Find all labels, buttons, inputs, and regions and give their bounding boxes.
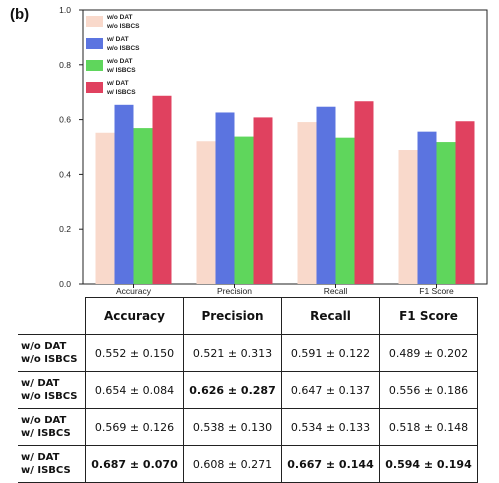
bar [215, 112, 235, 284]
y-tick-label: 0.8 [59, 60, 71, 70]
table-header-f1-score: F1 Score [379, 297, 478, 335]
bar [114, 104, 134, 284]
legend-swatch [86, 82, 103, 93]
table-row-label: w/ DAT w/ ISBCS [18, 445, 86, 483]
table-cell: 0.556 ± 0.186 [379, 371, 478, 409]
bar [455, 121, 475, 284]
y-tick-label: 0.4 [59, 169, 71, 179]
legend-label: w/o ISBCS [106, 45, 140, 52]
table-header-row: Accuracy Precision Recall F1 Score [18, 297, 478, 335]
table-body: w/o DAT w/o ISBCS 0.552 ± 0.150 0.521 ± 0.3… [18, 334, 478, 483]
table-header-recall: Recall [281, 297, 380, 335]
legend-swatch [86, 16, 103, 27]
bar [354, 101, 374, 284]
y-tick-label: 0.0 [59, 279, 71, 289]
table-cell: 0.552 ± 0.150 [85, 334, 184, 372]
legend-label: w/o ISBCS [106, 23, 140, 30]
legend-label: w/o DAT [106, 14, 133, 21]
legend-swatch [86, 60, 103, 71]
bar [335, 137, 355, 284]
bar [436, 142, 456, 284]
bar-chart: 0.0 0.2 0.4 0.6 0.8 1.0 Accuracy Precision Recal… [59, 5, 488, 296]
x-tick-label: Precision [217, 286, 252, 296]
legend-label: w/ DAT [106, 80, 129, 87]
table-row: w/o DAT w/o ISBCS 0.552 ± 0.150 0.521 ± 0.3… [18, 334, 478, 372]
table-row-label: w/o DAT w/ ISBCS [18, 408, 86, 446]
table-cell: 0.626 ± 0.287 [183, 371, 282, 409]
row-label-line-2: w/o ISBCS [21, 354, 78, 365]
legend-swatch [86, 38, 103, 49]
panel-label: (b) [10, 6, 30, 23]
y-tick-label: 0.6 [59, 115, 71, 125]
table-row-label: w/ DAT w/o ISBCS [18, 371, 86, 409]
table-row: w/o DAT w/ ISBCS 0.569 ± 0.126 0.538 ± 0.13… [18, 408, 478, 446]
row-label-line-1: w/o DAT [21, 341, 67, 352]
legend-label: w/ DAT [106, 36, 129, 43]
bar [152, 95, 172, 285]
y-tick-label: 1.0 [59, 5, 71, 15]
bar [253, 117, 273, 285]
table-cell: 0.654 ± 0.084 [85, 371, 184, 409]
legend-label: w/ ISBCS [106, 89, 136, 96]
row-label-line-1: w/o DAT [21, 415, 67, 426]
table-cell: 0.534 ± 0.133 [281, 408, 380, 446]
table-cell: 0.569 ± 0.126 [85, 408, 184, 446]
table-cell: 0.647 ± 0.137 [281, 371, 380, 409]
legend-label: w/ ISBCS [106, 67, 136, 74]
y-tick-label: 0.2 [59, 224, 71, 234]
bar [417, 131, 437, 284]
bar [316, 106, 336, 284]
table-cell: 0.538 ± 0.130 [183, 408, 282, 446]
bar [196, 141, 216, 284]
x-tick-label: Accuracy [116, 286, 152, 296]
table-row: w/ DAT w/ ISBCS 0.687 ± 0.070 0.608 ± 0.271… [18, 445, 478, 483]
table-cell: 0.687 ± 0.070 [85, 445, 184, 483]
table-cell: 0.489 ± 0.202 [379, 334, 478, 372]
bar [95, 132, 115, 284]
row-label-line-2: w/o ISBCS [21, 391, 78, 402]
legend-label: w/o DAT [106, 58, 133, 65]
results-table: Accuracy Precision Recall F1 Score w/o D… [18, 297, 478, 483]
table-cell: 0.518 ± 0.148 [379, 408, 478, 446]
table-cell: 0.667 ± 0.144 [281, 445, 380, 483]
table-row: w/ DAT w/o ISBCS 0.654 ± 0.084 0.626 ± 0.28… [18, 371, 478, 409]
plot-frame [82, 9, 488, 285]
table-corner-cell [18, 297, 86, 335]
table-cell: 0.594 ± 0.194 [379, 445, 478, 483]
row-label-line-2: w/ ISBCS [21, 465, 71, 476]
table-cell: 0.521 ± 0.313 [183, 334, 282, 372]
bar [234, 136, 254, 284]
table-cell: 0.591 ± 0.122 [281, 334, 380, 372]
bar [297, 122, 317, 284]
table-row-label: w/o DAT w/o ISBCS [18, 334, 86, 372]
bar [133, 128, 153, 284]
table-header-accuracy: Accuracy [85, 297, 184, 335]
table-header-precision: Precision [183, 297, 282, 335]
x-tick-label: F1 Score [419, 286, 454, 296]
x-tick-label: Recall [324, 286, 348, 296]
row-label-line-2: w/ ISBCS [21, 428, 71, 439]
table-cell: 0.608 ± 0.271 [183, 445, 282, 483]
row-label-line-1: w/ DAT [21, 452, 60, 463]
row-label-line-1: w/ DAT [21, 378, 60, 389]
bar [398, 150, 418, 284]
